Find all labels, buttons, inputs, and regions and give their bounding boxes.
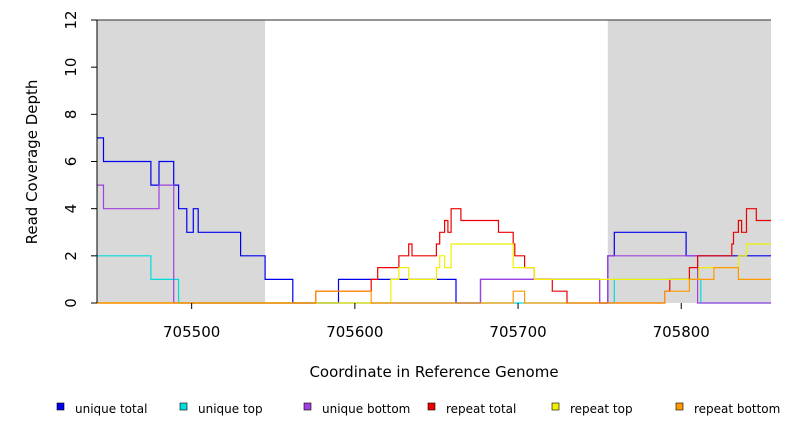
legend-label-repeat-top: repeat top [570, 402, 633, 416]
series-line-repeat-total [97, 208, 771, 304]
legend-label-repeat-bottom: repeat bottom [694, 402, 780, 416]
y-tick-label: 6 [62, 157, 80, 167]
series-line-repeat-bottom [97, 267, 771, 304]
legend-label-unique-total: unique total [75, 402, 147, 416]
y-tick-label: 0 [62, 298, 80, 308]
legend-label-unique-bottom: unique bottom [322, 402, 410, 416]
series-line-unique-bottom [97, 184, 771, 304]
x-tick-label: 705600 [326, 323, 383, 341]
y-tick-label: 2 [62, 251, 80, 261]
legend-swatch-unique-top [179, 402, 188, 411]
series-lines [97, 137, 771, 304]
shaded-region-2 [607, 20, 771, 303]
legend-swatch-unique-total [56, 402, 65, 411]
x-tick-label: 705800 [653, 323, 710, 341]
x-tick-label: 705700 [489, 323, 546, 341]
legend-label-repeat-total: repeat total [446, 402, 516, 416]
y-axis: 0 2 4 6 8 10 12 [62, 10, 98, 308]
y-tick-label: 10 [62, 58, 80, 77]
y-axis-title: Read Coverage Depth [23, 80, 41, 245]
legend-swatch-repeat-bottom [675, 402, 684, 411]
x-axis-title: Coordinate in Reference Genome [309, 363, 558, 381]
legend-label-unique-top: unique top [198, 402, 263, 416]
x-tick-label: 705500 [163, 323, 220, 341]
legend-swatch-unique-bottom [303, 402, 312, 411]
y-tick-label: 4 [62, 204, 80, 214]
x-axis: 705500 705600 705700 705800 [163, 303, 710, 341]
y-tick-label: 12 [62, 10, 80, 29]
legend-swatch-repeat-total [427, 402, 436, 411]
legend-swatch-repeat-top [551, 402, 560, 411]
y-tick-label: 8 [62, 110, 80, 120]
shaded-regions [97, 20, 771, 303]
legend: unique total unique top unique bottom repea… [56, 402, 780, 416]
